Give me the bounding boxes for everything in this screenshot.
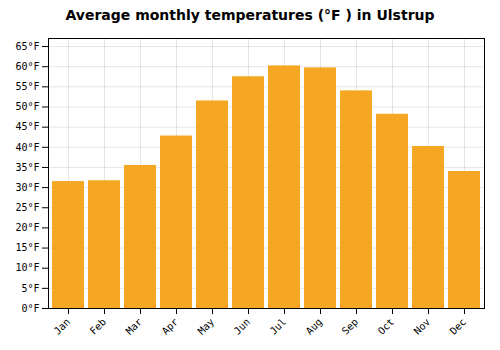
svg-text:Sep: Sep [340,316,361,337]
svg-text:Feb: Feb [88,316,109,337]
svg-text:Dec: Dec [448,316,469,337]
svg-text:10°F: 10°F [15,262,39,273]
svg-text:35°F: 35°F [15,162,39,173]
svg-text:25°F: 25°F [15,202,39,213]
svg-text:15°F: 15°F [15,242,39,253]
svg-text:Jun: Jun [232,316,253,337]
svg-text:50°F: 50°F [15,101,39,112]
svg-text:20°F: 20°F [15,222,39,233]
svg-text:Nov: Nov [412,316,433,337]
svg-text:55°F: 55°F [15,81,39,92]
html-text:Average monthly temperatures (: Average monthly temperatures (°F ) in Ul… [65,7,435,23]
svg-text:Aug: Aug [304,316,325,337]
svg-text:Oct: Oct [376,316,397,337]
svg-text:May: May [196,316,217,337]
svg-text:45°F: 45°F [15,121,39,132]
svg-text:30°F: 30°F [15,182,39,193]
svg-text:5°F: 5°F [21,283,39,294]
svg-text:Jul: Jul [268,316,289,337]
svg-text:Jan: Jan [52,316,73,337]
svg-text:Apr: Apr [160,316,181,337]
svg-text:40°F: 40°F [15,142,39,153]
svg-text:0°F: 0°F [21,303,39,314]
svg-text:60°F: 60°F [15,61,39,72]
svg-text:Mar: Mar [124,316,145,337]
svg-text:65°F: 65°F [15,41,39,52]
